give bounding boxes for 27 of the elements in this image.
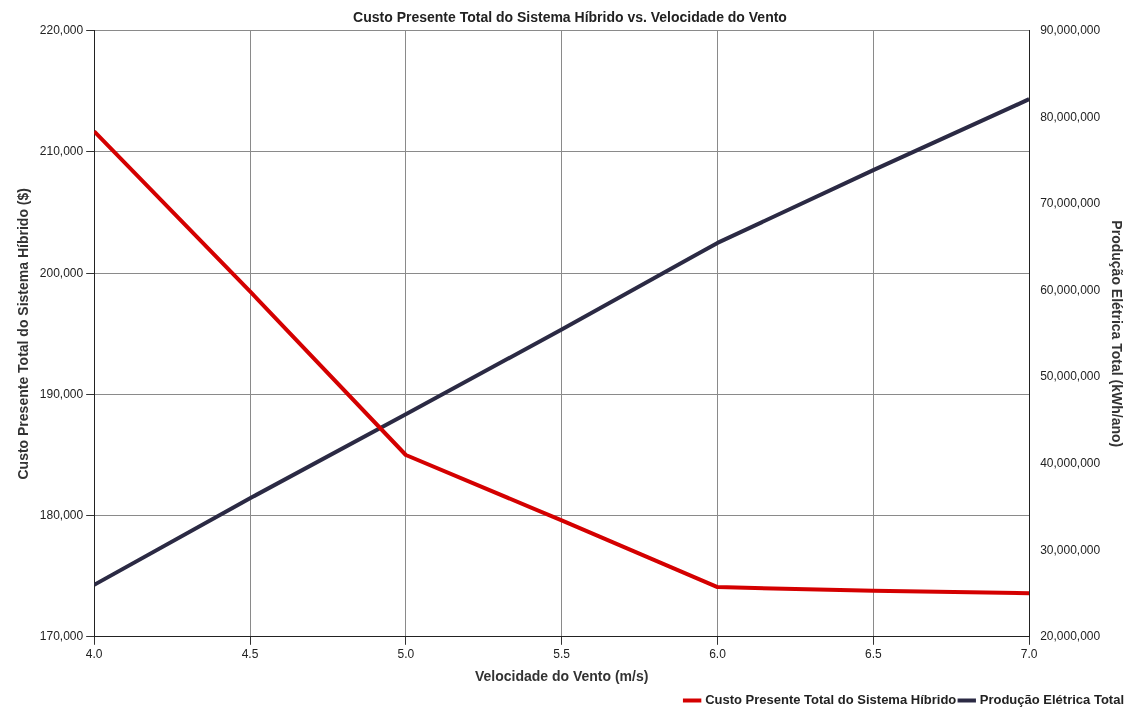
y2-axis-title: Produção Elétrica Total (kWh/ano): [1108, 220, 1125, 448]
chart-title: Custo Presente Total do Sistema Híbrido vs. Velocidade do Vento: [353, 9, 787, 26]
y-tick-label: 170,000: [39, 629, 84, 644]
x-tick-label: 5.5: [553, 647, 571, 662]
x-tick-label: 5.0: [397, 647, 415, 662]
y-tick-label: 220,000: [39, 23, 84, 38]
x-tick-label: 6.5: [864, 647, 882, 662]
x-tick-label: 4.5: [241, 647, 259, 662]
legend-label: Produção Elétrica Total: [979, 692, 1125, 708]
y2-tick-label: 80,000,000: [1040, 109, 1101, 124]
legend-label: Custo Presente Total do Sistema Híbrido: [705, 692, 957, 708]
y-tick-label: 190,000: [39, 386, 84, 401]
y2-tick-label: 90,000,000: [1040, 23, 1101, 38]
y2-tick-label: 20,000,000: [1040, 629, 1101, 644]
y2-tick-label: 40,000,000: [1040, 455, 1101, 470]
x-tick-label: 7.0: [1020, 647, 1038, 662]
y2-tick-label: 50,000,000: [1040, 369, 1101, 384]
y-tick-label: 200,000: [39, 265, 84, 280]
y-tick-label: 210,000: [39, 144, 84, 159]
y-tick-label: 180,000: [39, 507, 84, 522]
y2-tick-label: 30,000,000: [1040, 542, 1101, 557]
y2-tick-label: 60,000,000: [1040, 282, 1101, 297]
x-tick-label: 6.0: [709, 647, 727, 662]
y-axis-title: Custo Presente Total do Sistema Híbrido ($): [15, 188, 32, 480]
y2-tick-label: 70,000,000: [1040, 196, 1101, 211]
x-axis-title: Velocidade do Vento (m/s): [474, 668, 649, 685]
x-tick-label: 4.0: [85, 647, 103, 662]
